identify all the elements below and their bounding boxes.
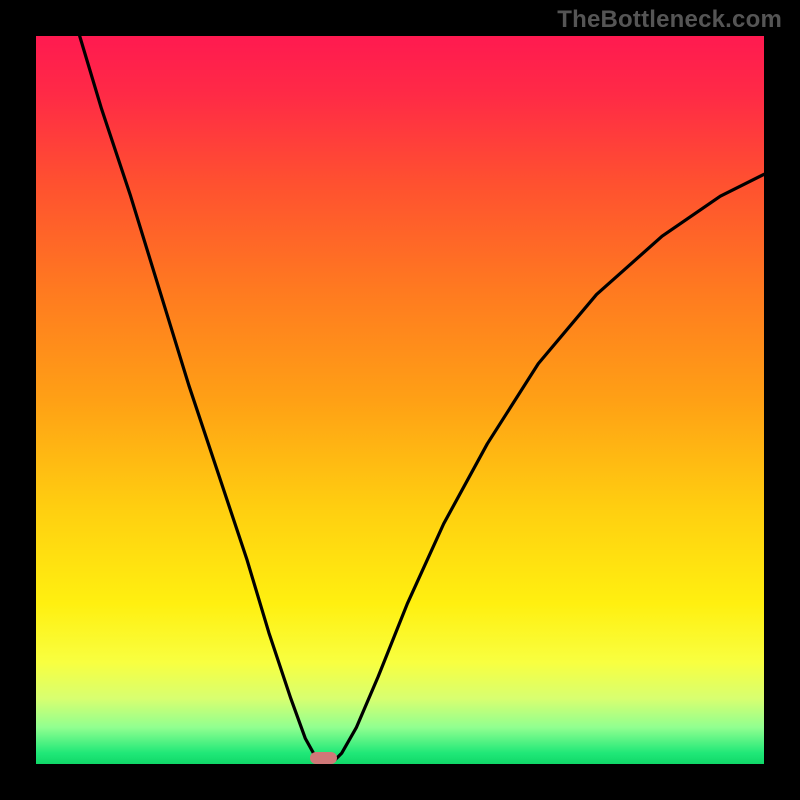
optimum-marker bbox=[310, 752, 336, 764]
watermark-text: TheBottleneck.com bbox=[557, 6, 782, 34]
curve-right-branch bbox=[334, 174, 764, 760]
chart-canvas: TheBottleneck.com bbox=[0, 0, 800, 800]
bottleneck-curve bbox=[36, 36, 764, 764]
curve-left-branch bbox=[80, 36, 320, 760]
plot-area bbox=[36, 36, 764, 764]
